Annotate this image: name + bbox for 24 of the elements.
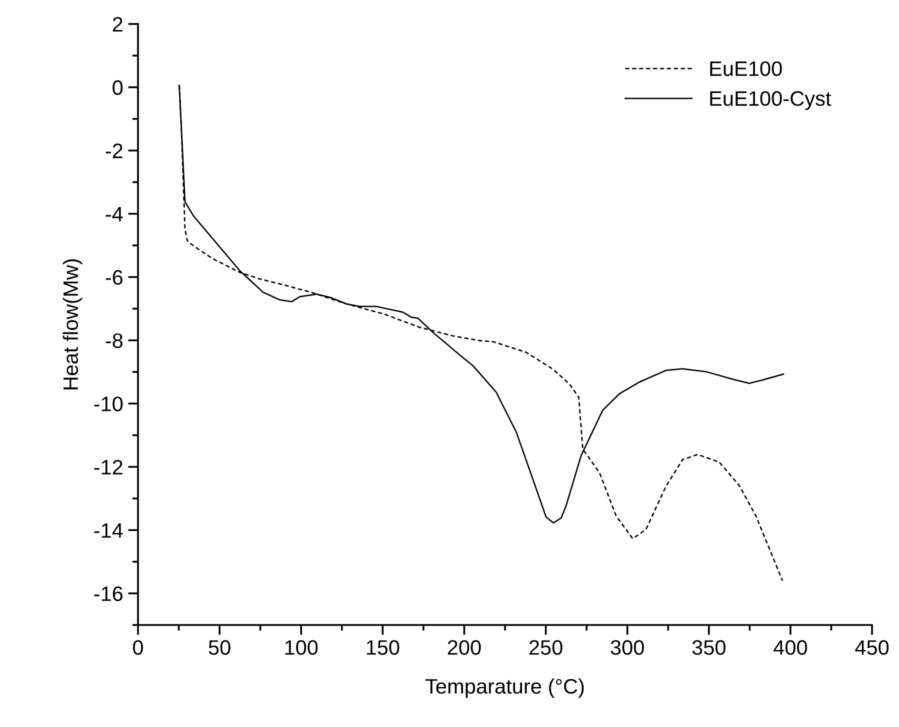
x-tick-label: 400 (774, 640, 808, 655)
y-tick-label: -6 (106, 270, 122, 285)
legend-label: EuE100-Cyst (710, 91, 832, 110)
y-tick-label: -10 (94, 396, 123, 412)
x-tick-label: 150 (366, 640, 400, 655)
legend-label: EuE100 (710, 61, 782, 76)
y-tick-label: 0 (112, 80, 123, 96)
y-tick-label: -2 (106, 144, 122, 158)
y-tick-label: -16 (94, 586, 122, 602)
y-axis-title: Heat flow(Mw) (62, 259, 82, 390)
x-tick-label: 50 (208, 640, 230, 655)
x-tick-label: 350 (692, 640, 726, 655)
y-tick-label: -12 (94, 460, 122, 474)
y-tick-label: -14 (94, 523, 123, 538)
x-tick-label: 0 (133, 640, 143, 655)
x-tick-label: 250 (529, 640, 562, 655)
y-tick-label: -4 (106, 207, 123, 222)
x-tick-label: 100 (285, 640, 318, 655)
x-axis-title: Temparature (°C) (425, 678, 584, 698)
y-tick-label: 2 (112, 16, 122, 32)
x-tick-label: 450 (855, 640, 889, 655)
x-tick-label: 300 (610, 640, 644, 655)
y-tick-label: -8 (106, 333, 123, 348)
x-tick-label: 200 (448, 640, 481, 655)
